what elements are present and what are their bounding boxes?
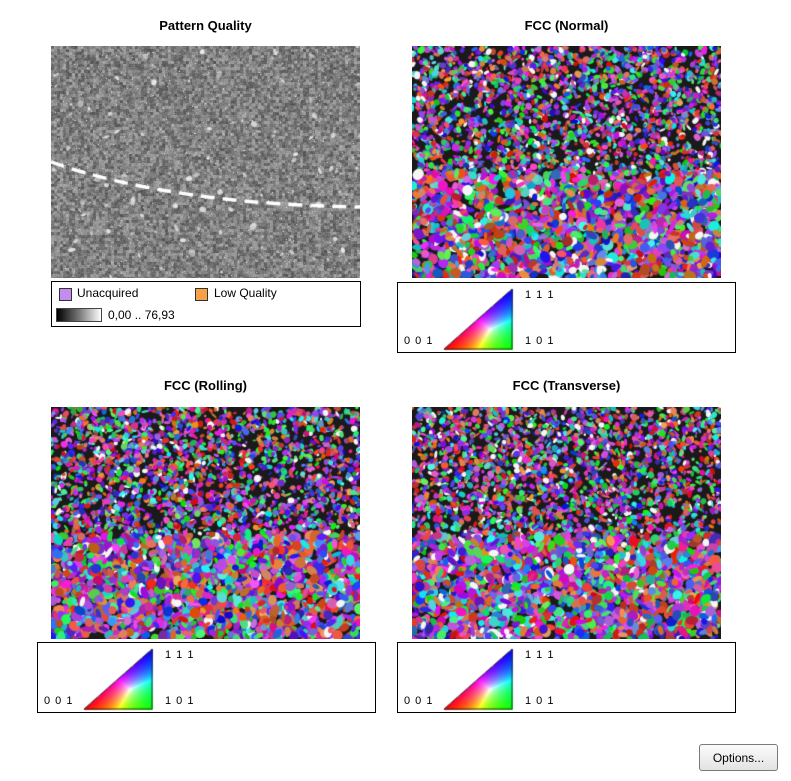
pattern-quality-legend: Unacquired Low Quality 0,00 .. 76,93 bbox=[51, 281, 361, 327]
ipf-label-111: 1 1 1 bbox=[525, 289, 555, 301]
ipf-triangle bbox=[442, 645, 522, 711]
unacquired-label: Unacquired bbox=[77, 286, 139, 300]
fcc-transverse-title: FCC (Transverse) bbox=[512, 378, 621, 393]
fcc-rolling-ipf-key: 1 1 1 0 0 1 1 0 1 bbox=[37, 642, 376, 713]
fcc-transverse-ipf-key: 1 1 1 0 0 1 1 0 1 bbox=[397, 642, 736, 713]
unacquired-swatch bbox=[59, 288, 72, 301]
fcc-transverse-map bbox=[412, 407, 721, 639]
low-quality-label: Low Quality bbox=[214, 286, 277, 300]
ipf-label-001: 0 0 1 bbox=[404, 695, 434, 707]
options-button[interactable]: Options... bbox=[699, 744, 778, 771]
ipf-triangle bbox=[82, 645, 162, 711]
ipf-label-101: 1 0 1 bbox=[525, 335, 555, 347]
fcc-rolling-map bbox=[51, 407, 360, 639]
pattern-quality-title: Pattern Quality bbox=[159, 18, 252, 33]
low-quality-swatch bbox=[195, 288, 208, 301]
fcc-normal-title: FCC (Normal) bbox=[524, 18, 609, 33]
ipf-label-101: 1 0 1 bbox=[165, 695, 195, 707]
pattern-quality-map bbox=[51, 46, 360, 278]
ipf-label-111: 1 1 1 bbox=[525, 649, 555, 661]
ipf-label-101: 1 0 1 bbox=[525, 695, 555, 707]
ipf-triangle bbox=[442, 285, 522, 351]
fcc-rolling-title: FCC (Rolling) bbox=[163, 378, 248, 393]
ipf-label-111: 1 1 1 bbox=[165, 649, 195, 661]
fcc-normal-ipf-key: 1 1 1 0 0 1 1 0 1 bbox=[397, 282, 736, 353]
pattern-quality-range: 0,00 .. 76,93 bbox=[108, 308, 175, 322]
ipf-label-001: 0 0 1 bbox=[44, 695, 74, 707]
fcc-normal-map bbox=[412, 46, 721, 278]
ipf-label-001: 0 0 1 bbox=[404, 335, 434, 347]
pattern-quality-gradient bbox=[56, 308, 102, 322]
